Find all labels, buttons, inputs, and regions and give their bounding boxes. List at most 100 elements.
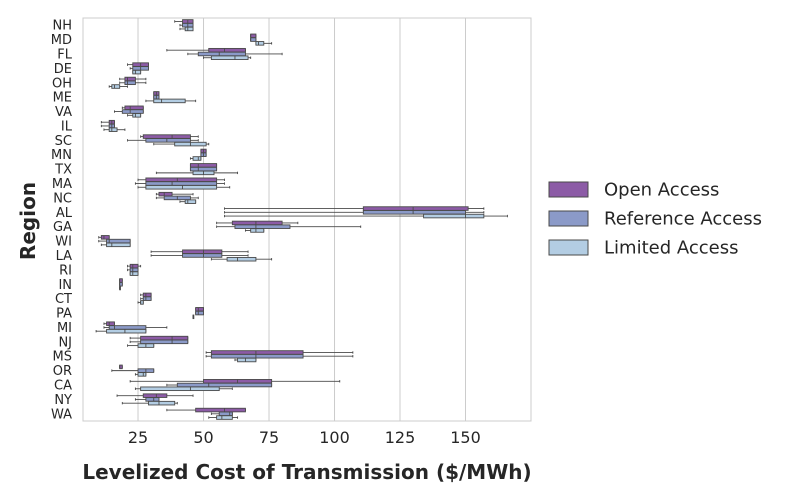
box-AL-0 <box>224 206 485 211</box>
y-tick-label: FL <box>57 47 72 62</box>
box-iqr <box>208 47 246 53</box>
box-MA-0 <box>137 177 225 183</box>
box-iqr <box>189 163 218 168</box>
box-iqr <box>140 386 220 392</box>
x-tick-label: 100 <box>319 428 350 447</box>
plot-area: 25 50 75 100 125 150NHMDFLDEOHMEVAILSCMNTXMAN… <box>51 17 532 447</box>
box-OH-0 <box>119 76 147 82</box>
box-MD-0 <box>250 33 257 39</box>
box-iqr <box>106 321 115 326</box>
box-MN-2 <box>189 156 202 161</box>
box-iqr <box>145 138 191 143</box>
box-iqr <box>197 51 246 57</box>
box-iqr <box>231 220 283 226</box>
box-iqr <box>210 350 304 355</box>
box-SC-1 <box>127 138 199 143</box>
y-tick-label: CA <box>54 379 72 394</box>
box-PA-2 <box>192 314 195 320</box>
x-tick-label: 75 <box>259 428 279 447</box>
box-GA-1 <box>216 224 362 229</box>
box-iqr <box>106 328 147 334</box>
box-iqr <box>218 411 233 417</box>
box-iqr <box>100 235 110 240</box>
box-NC-1 <box>155 195 199 201</box>
box-iqr <box>192 156 202 161</box>
box-PA-0 <box>195 307 204 312</box>
box-iqr <box>189 166 218 172</box>
box-iqr <box>145 177 218 183</box>
box-iqr <box>250 37 257 42</box>
box-MS-2 <box>234 357 257 363</box>
box-VA-0 <box>121 105 144 111</box>
y-tick-label: RI <box>59 263 72 278</box>
box-OH-2 <box>108 84 128 89</box>
box-iqr <box>106 242 131 248</box>
box-CT-1 <box>140 296 152 301</box>
box-iqr <box>195 310 204 316</box>
y-tick-label: WA <box>51 407 72 422</box>
y-tick-label: WI <box>55 235 72 250</box>
box-iqr <box>237 357 257 363</box>
box-iqr <box>255 41 265 46</box>
box-iqr <box>184 26 194 32</box>
box-NJ-1 <box>129 339 189 345</box>
box-iqr <box>182 253 223 258</box>
box-DE-2 <box>132 69 142 75</box>
box-MS-1 <box>205 353 354 359</box>
box-iqr <box>108 127 118 132</box>
box-PA-1 <box>195 310 204 316</box>
box-IN-2 <box>119 285 121 291</box>
y-tick-label: TX <box>54 163 72 178</box>
box-iqr <box>250 33 257 39</box>
box-iqr <box>362 210 466 215</box>
box-iqr <box>423 213 485 219</box>
box-iqr <box>140 339 189 345</box>
box-NY-0 <box>116 393 194 398</box>
y-tick-label: IN <box>58 278 72 293</box>
box-MD-1 <box>250 37 257 42</box>
box-LA-2 <box>210 256 273 262</box>
box-TX-0 <box>189 163 218 168</box>
box-iqr <box>250 228 265 233</box>
y-tick-label: PA <box>56 307 72 322</box>
box-iqr <box>216 415 233 420</box>
box-CA-0 <box>129 379 341 384</box>
y-tick-label: NC <box>53 191 72 206</box>
box-iqr <box>158 191 173 197</box>
box-OR-0 <box>119 364 123 370</box>
box-iqr <box>226 256 257 262</box>
legend-label: Open Access <box>604 180 719 201</box>
box-iqr <box>153 98 186 104</box>
box-iqr <box>145 397 160 402</box>
y-tick-label: GA <box>53 220 72 235</box>
box-OR-2 <box>134 372 147 377</box>
legend-label: Limited Access <box>604 238 738 259</box>
box-IN-0 <box>119 278 123 283</box>
box-OH-1 <box>119 80 147 86</box>
box-LA-1 <box>150 253 249 258</box>
box-iqr <box>142 296 152 301</box>
box-NH-2 <box>179 26 194 32</box>
legend-swatch <box>548 239 589 256</box>
box-CT-2 <box>137 300 144 305</box>
box-iqr <box>142 292 152 298</box>
box-iqr <box>362 206 469 211</box>
y-tick-label: SC <box>55 134 72 149</box>
legend-swatch <box>548 181 589 198</box>
y-tick-label: DE <box>54 62 72 77</box>
y-tick-label: CT <box>55 292 72 307</box>
y-tick-label: MD <box>51 33 72 48</box>
box-RI-0 <box>127 263 142 269</box>
box-iqr <box>121 109 144 114</box>
box-IL-2 <box>103 127 126 132</box>
box-iqr <box>129 263 139 269</box>
box-iqr <box>234 224 291 229</box>
y-tick-label: ME <box>53 91 72 106</box>
y-tick-label: OR <box>53 364 72 379</box>
y-tick-label: NY <box>54 393 72 408</box>
box-FL-2 <box>203 55 252 60</box>
box-NY-2 <box>121 400 178 406</box>
box-MN-1 <box>200 152 207 157</box>
box-WI-2 <box>100 242 131 248</box>
